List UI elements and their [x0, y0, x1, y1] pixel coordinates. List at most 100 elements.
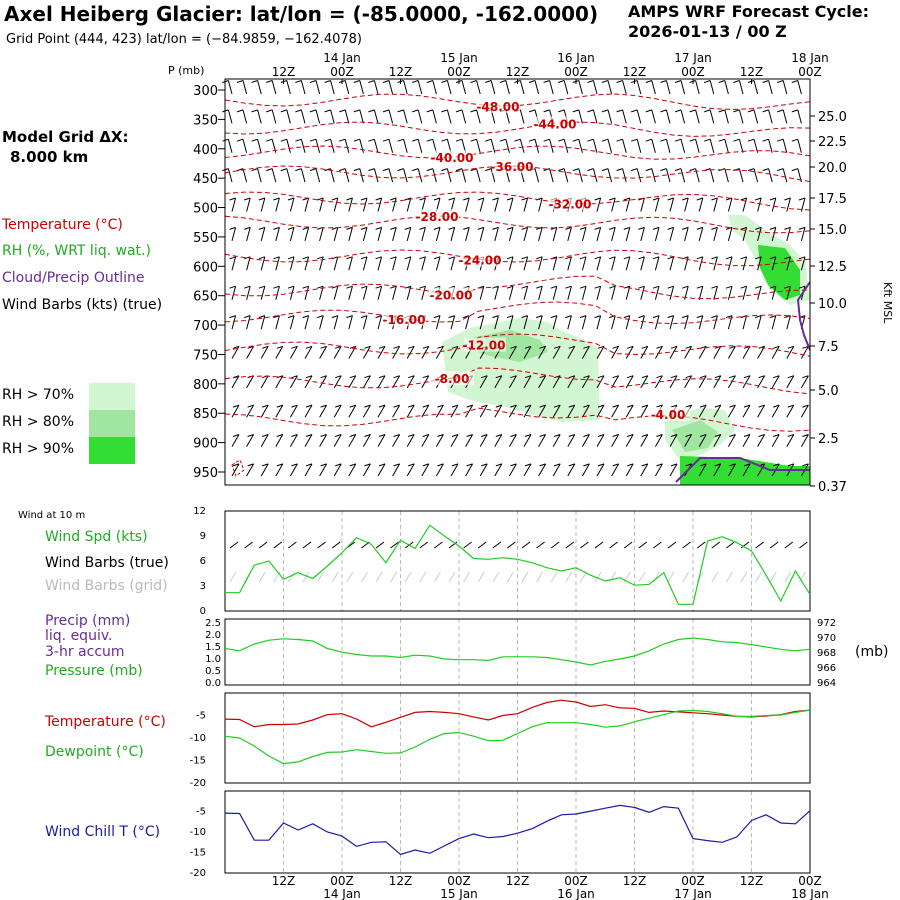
wind-barb [791, 138, 802, 153]
wind-barb [258, 256, 266, 271]
wind-barb-staff [611, 346, 620, 359]
wind-barb-staff [333, 256, 339, 271]
wind-barb-staff [782, 109, 788, 124]
wind-barb-flag [349, 434, 356, 437]
top-date-label: 16 Jan [557, 51, 595, 65]
wind-barb [769, 315, 777, 330]
wind-barb-staff [421, 346, 430, 359]
wind-barb-flag [798, 197, 806, 201]
wind-barb [375, 315, 383, 330]
wind-barb-staff [403, 168, 408, 183]
wind-barb-flag [485, 80, 492, 83]
wind-barb-flag [587, 80, 594, 83]
wind-barb-flag [236, 109, 244, 113]
wind-barb [339, 138, 350, 153]
wind-barb-staff [552, 434, 561, 447]
wind-barb [375, 226, 383, 242]
wind-barb [346, 226, 353, 242]
wind-barb-flag [743, 404, 751, 408]
wind-barb [742, 345, 751, 359]
wind-barb [479, 404, 488, 418]
wind-barb [362, 375, 371, 389]
wind-barb-flag [769, 226, 776, 230]
wind-barb [508, 375, 517, 389]
wind-barb-flag [601, 109, 609, 113]
wind-barb [669, 434, 678, 447]
bottom-time-tick-label: 12Z [623, 874, 647, 888]
wind-barb-flag [645, 138, 652, 142]
wind-barb-staff [654, 463, 663, 477]
wind-barb-flag [393, 375, 400, 379]
wind-barb-flag [802, 375, 809, 379]
wind-barb [596, 434, 605, 447]
wind-barb-flag [612, 404, 619, 408]
pressure-y-tick: 970 [817, 633, 836, 644]
wind-barb [450, 434, 459, 447]
wind-barb [616, 138, 627, 153]
wind-barb [791, 80, 802, 95]
wind-barb-flag [276, 375, 283, 379]
wind-barb-staff [231, 315, 237, 330]
wind-barb-flag [583, 463, 590, 467]
wind-barb [669, 463, 678, 477]
true-wind-barb [682, 541, 691, 549]
wind-barb [762, 80, 773, 95]
wind-barb-staff [348, 375, 357, 389]
wind-barb [331, 285, 339, 300]
wind-barb-flag [324, 138, 331, 142]
wind-barb [784, 285, 791, 300]
wind-barb [552, 434, 561, 447]
wind-barb-staff [538, 375, 547, 389]
wind-barb-flag [404, 197, 411, 201]
wind-barb-flag [273, 197, 280, 201]
wind-barb-staff [738, 109, 744, 124]
wind-barb [536, 256, 543, 271]
wind-barb-staff [289, 434, 298, 447]
wind-barb-staff [286, 168, 291, 183]
wind-barb-staff [523, 463, 532, 477]
true-wind-barb [653, 541, 662, 549]
wind-barb-staff [581, 227, 587, 242]
bottom-time-tick-label: 00Z [447, 874, 471, 888]
wind-barb [324, 138, 335, 153]
wind-barb-flag [433, 226, 441, 230]
wind-barb-flag [495, 434, 502, 437]
wind-barb-staff [246, 375, 255, 389]
wind-barb-flag [404, 285, 411, 289]
grid-wind-barb [769, 571, 777, 583]
wind-barb [550, 315, 558, 330]
wind-barb-staff [636, 80, 642, 95]
pressure-tick-label: 450 [193, 172, 218, 187]
wind-barb-flag [481, 404, 488, 408]
wind-barb-flag [229, 256, 236, 260]
wind-barb-flag [393, 345, 400, 349]
wind-barb [275, 404, 284, 418]
wind-barb [667, 285, 675, 300]
wind-barb-staff [289, 346, 298, 359]
wind-barb [669, 345, 678, 359]
wind-barb [581, 434, 590, 447]
wind-barb-flag [448, 226, 455, 230]
wind-barb [521, 315, 529, 330]
wind-barb-staff [304, 375, 313, 389]
wind-barb-flag [536, 226, 543, 230]
wind-barb-staff [622, 80, 627, 95]
grid-wind-barb [346, 571, 354, 583]
wind-barb-staff [538, 286, 543, 300]
wind-barb [538, 375, 547, 389]
wind-barb-staff [713, 346, 722, 359]
wind-barb [360, 315, 368, 330]
wind-barb-flag [740, 197, 747, 201]
wind-barb-flag [609, 197, 616, 201]
wind-barb-staff [319, 256, 324, 271]
wind-barb-staff [611, 434, 620, 447]
wind-barb-flag [773, 375, 780, 379]
wind-barb [704, 80, 715, 95]
grid-wind-barb [609, 571, 617, 583]
wind-barb-staff [651, 168, 656, 183]
wind-barb-staff [713, 434, 722, 447]
wind-barb [222, 80, 233, 95]
wind-barb [631, 80, 642, 95]
temperature-contour-label: -32.00 [549, 198, 592, 212]
wind-barb-flag [346, 315, 353, 319]
